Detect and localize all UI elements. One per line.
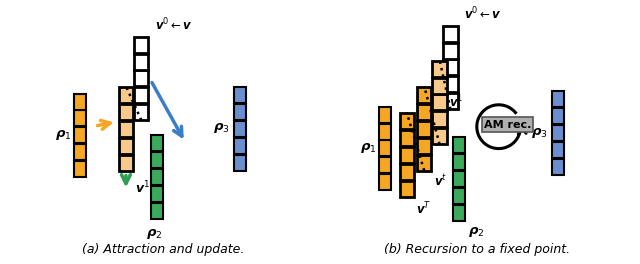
Bar bbox=[399, 164, 414, 180]
Bar bbox=[134, 54, 148, 69]
Bar bbox=[379, 140, 391, 157]
Bar bbox=[379, 174, 391, 190]
Bar bbox=[444, 93, 458, 109]
Text: $\boldsymbol{v}^1$: $\boldsymbol{v}^1$ bbox=[135, 179, 150, 196]
Bar bbox=[134, 104, 148, 120]
Bar bbox=[119, 154, 133, 171]
Bar bbox=[444, 26, 458, 42]
Bar bbox=[119, 104, 133, 120]
Bar bbox=[234, 104, 246, 120]
Bar bbox=[417, 121, 431, 137]
Bar bbox=[453, 188, 465, 204]
Bar bbox=[417, 87, 431, 103]
Bar bbox=[150, 203, 163, 219]
Bar bbox=[134, 70, 148, 86]
Bar bbox=[150, 135, 163, 151]
Text: $\boldsymbol{v}^t$: $\boldsymbol{v}^t$ bbox=[433, 173, 447, 188]
Bar bbox=[453, 154, 465, 170]
Bar bbox=[453, 171, 465, 187]
Bar bbox=[74, 110, 86, 126]
Bar bbox=[379, 124, 391, 140]
Bar bbox=[552, 142, 564, 158]
Text: $\boldsymbol{\rho}_3$: $\boldsymbol{\rho}_3$ bbox=[531, 126, 547, 140]
Text: $\boldsymbol{v}^0 \leftarrow \boldsymbol{v}$: $\boldsymbol{v}^0 \leftarrow \boldsymbol… bbox=[464, 6, 502, 23]
Bar bbox=[444, 59, 458, 76]
Text: $\boldsymbol{v}^T$: $\boldsymbol{v}^T$ bbox=[416, 201, 431, 218]
Bar bbox=[150, 186, 163, 202]
Text: $\boldsymbol{\rho}_1$: $\boldsymbol{\rho}_1$ bbox=[360, 141, 376, 155]
Bar bbox=[433, 78, 447, 94]
Bar bbox=[134, 87, 148, 103]
Bar bbox=[234, 154, 246, 171]
Bar bbox=[433, 61, 447, 77]
Bar bbox=[417, 154, 431, 171]
Bar bbox=[234, 138, 246, 154]
Bar bbox=[417, 104, 431, 120]
Bar bbox=[552, 91, 564, 107]
Bar bbox=[433, 111, 447, 127]
Bar bbox=[234, 121, 246, 137]
Bar bbox=[399, 181, 414, 197]
Text: (b) Recursion to a fixed point.: (b) Recursion to a fixed point. bbox=[384, 243, 570, 256]
Bar bbox=[150, 152, 163, 168]
Bar bbox=[399, 130, 414, 146]
Bar bbox=[74, 144, 86, 160]
Bar bbox=[433, 128, 447, 144]
Bar bbox=[552, 108, 564, 124]
Bar bbox=[552, 159, 564, 175]
Bar bbox=[119, 121, 133, 137]
Text: $\boldsymbol{\rho}_1$: $\boldsymbol{\rho}_1$ bbox=[55, 128, 72, 142]
Bar bbox=[552, 125, 564, 141]
Bar bbox=[119, 87, 133, 103]
Bar bbox=[379, 107, 391, 123]
Text: $\boldsymbol{\rho}_3$: $\boldsymbol{\rho}_3$ bbox=[212, 121, 230, 135]
Bar bbox=[433, 95, 447, 110]
Bar bbox=[399, 113, 414, 129]
Text: $\boldsymbol{v}^1$: $\boldsymbol{v}^1$ bbox=[449, 94, 463, 110]
Bar bbox=[417, 138, 431, 154]
Bar bbox=[453, 138, 465, 153]
Bar bbox=[74, 127, 86, 143]
Bar bbox=[74, 94, 86, 110]
Bar bbox=[379, 157, 391, 173]
Bar bbox=[444, 76, 458, 92]
Text: $\boldsymbol{v}^0 \leftarrow \boldsymbol{v}$: $\boldsymbol{v}^0 \leftarrow \boldsymbol… bbox=[155, 17, 193, 34]
Bar bbox=[150, 169, 163, 185]
Text: AM rec.: AM rec. bbox=[484, 120, 531, 130]
Text: $\boldsymbol{\rho}_2$: $\boldsymbol{\rho}_2$ bbox=[468, 225, 484, 239]
Text: (a) Attraction and update.: (a) Attraction and update. bbox=[82, 243, 244, 256]
Bar bbox=[234, 87, 246, 103]
Bar bbox=[399, 147, 414, 163]
Bar bbox=[74, 161, 86, 177]
Bar bbox=[444, 43, 458, 59]
Bar bbox=[453, 205, 465, 221]
Bar bbox=[134, 37, 148, 53]
Text: $\boldsymbol{\rho}_2$: $\boldsymbol{\rho}_2$ bbox=[146, 228, 163, 242]
Bar bbox=[119, 138, 133, 154]
